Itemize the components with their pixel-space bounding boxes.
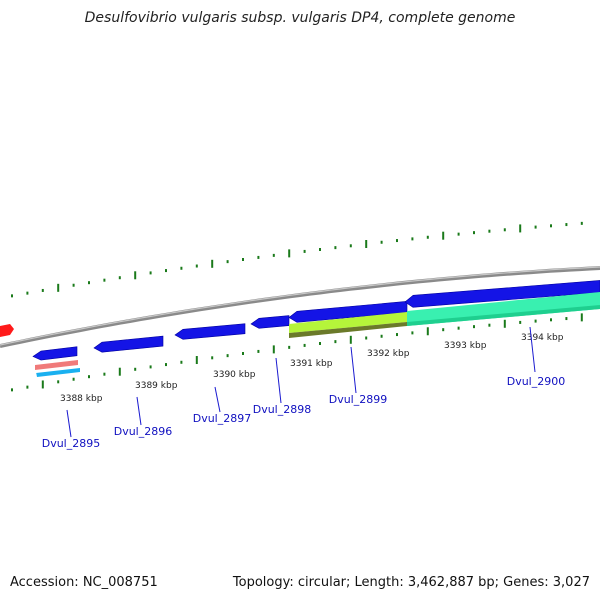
gene-leader-dvul-2898 (275, 357, 282, 404)
feature-aqua-shade[interactable] (407, 305, 600, 326)
feature-cyan[interactable] (36, 367, 80, 377)
kbp-label-3392: 3392 kbp (367, 349, 410, 359)
cds-arrow-dvul-2897[interactable] (174, 323, 246, 340)
gene-label-dvul-2899[interactable]: Dvul_2899 (329, 393, 388, 406)
backbone-highlight (0, 266, 600, 346)
gene-label-dvul-2897[interactable]: Dvul_2897 (193, 412, 252, 425)
cds-arrow-dvul-2899[interactable] (288, 301, 408, 323)
kbp-label-3391: 3391 kbp (290, 359, 333, 369)
feature-pink[interactable] (35, 360, 78, 370)
kbp-label-3393: 3393 kbp (444, 341, 487, 351)
accession-text: Accession: NC_008751 (10, 575, 158, 590)
genome-summary-text: Topology: circular; Length: 3,462,887 bp… (232, 575, 590, 590)
genome-backbone (0, 266, 600, 348)
feature-aqua-band[interactable] (407, 292, 600, 326)
kbp-label-3389: 3389 kbp (135, 381, 178, 391)
gene-label-dvul-2898[interactable]: Dvul_2898 (253, 403, 312, 416)
gene-label-dvul-2896[interactable]: Dvul_2896 (114, 425, 173, 438)
feature-gap (36, 366, 80, 373)
gene-leader-dvul-2895 (66, 409, 72, 438)
cds-arrow-dvul-2895[interactable] (32, 346, 78, 361)
gene-label-dvul-2895[interactable]: Dvul_2895 (42, 437, 101, 450)
cds-arrow-dvul-2896[interactable] (93, 335, 164, 353)
gene-leader-dvul-2899 (350, 346, 357, 394)
feature-track[interactable] (0, 280, 600, 377)
kbp-label-3390: 3390 kbp (213, 370, 256, 380)
cds-arrow-dvul-2900[interactable] (404, 280, 600, 308)
feature-olive-band[interactable] (289, 322, 407, 338)
gene-label-dvul-2900[interactable]: Dvul_2900 (507, 375, 566, 388)
kbp-label-3388: 3388 kbp (60, 394, 103, 404)
cds-arrow-dvul-2898[interactable] (250, 315, 290, 329)
outer-tick-track (11, 221, 583, 298)
gene-leader-dvul-2896 (136, 396, 142, 426)
feature-lime-band[interactable] (289, 312, 407, 333)
backbone-line (0, 266, 600, 348)
kbp-label-3394: 3394 kbp (521, 333, 564, 343)
feature-red[interactable] (0, 324, 14, 337)
gene-leader-dvul-2897 (214, 386, 221, 413)
page-title: Desulfovibrio vulgaris subsp. vulgaris D… (85, 10, 516, 26)
inner-tick-track (11, 313, 583, 392)
gene-leader-dvul-2900 (529, 326, 536, 373)
